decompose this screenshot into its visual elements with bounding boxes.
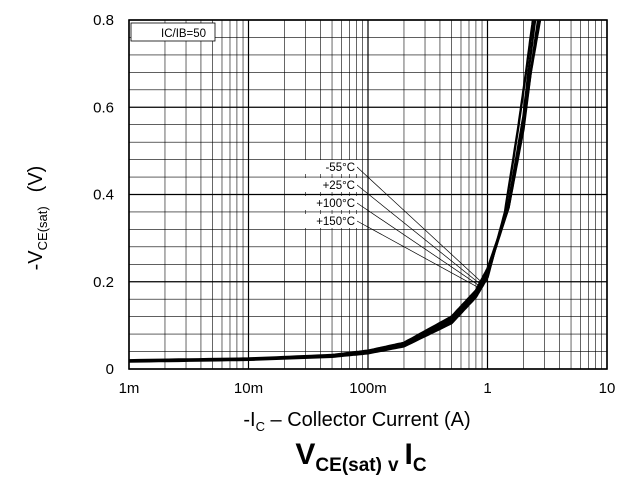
x-tick-label: 10	[599, 380, 616, 397]
x-tick-labels: 1m 10m 100m 1 10	[119, 380, 616, 397]
y-axis-title: -VCE(sat)(V)	[25, 166, 50, 271]
x-tick-label: 1	[483, 380, 491, 397]
leader-line	[357, 185, 481, 284]
chart-title: VCE(sat) v IC	[295, 438, 426, 476]
legend-label: -55°C	[325, 162, 355, 174]
y-tick-label: 0.6	[93, 99, 114, 116]
x-tick-label: 1m	[119, 380, 140, 397]
leader-line	[357, 203, 481, 287]
y-tick-labels: 0 0.2 0.4 0.6 0.8	[93, 12, 114, 378]
y-tick-label: 0	[106, 361, 114, 378]
x-tick-label: 10m	[234, 380, 263, 397]
y-tick-label: 0.4	[93, 187, 114, 204]
legend-leader-lines	[357, 167, 481, 289]
legend-label: +100°C	[316, 198, 355, 210]
legend-label: +25°C	[323, 180, 355, 192]
annotation-label: IC/IB=50	[161, 28, 206, 40]
x-tick-label: 100m	[349, 380, 387, 397]
y-tick-label: 0.8	[93, 12, 114, 29]
y-tick-label: 0.2	[93, 274, 114, 291]
leader-line	[357, 221, 481, 289]
x-axis-title: -IC – Collector Current (A)	[243, 409, 470, 434]
legend-label: +150°C	[316, 216, 355, 228]
